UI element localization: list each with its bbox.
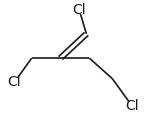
Text: Cl: Cl [8,75,21,89]
Text: Cl: Cl [72,3,86,17]
Text: Cl: Cl [126,99,139,113]
